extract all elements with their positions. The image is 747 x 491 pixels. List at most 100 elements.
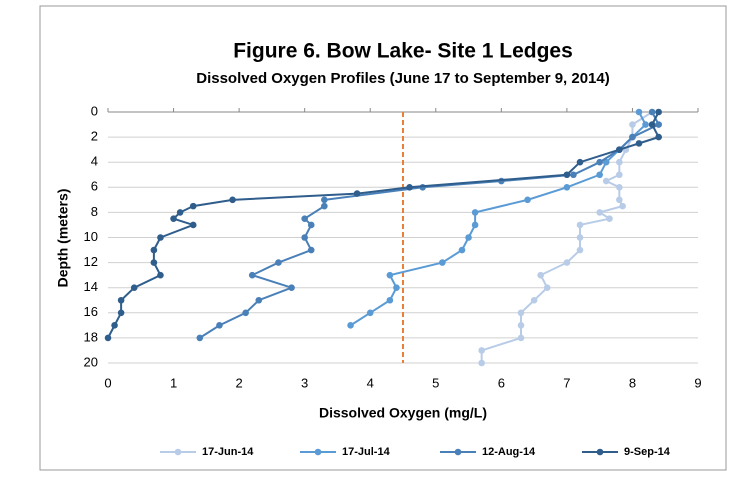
- data-point: [170, 215, 177, 222]
- data-point: [537, 271, 544, 279]
- data-point: [530, 296, 538, 304]
- data-point: [248, 271, 256, 279]
- data-point: [655, 108, 662, 116]
- data-point: [563, 184, 571, 191]
- data-point: [602, 177, 610, 185]
- data-point: [242, 309, 249, 317]
- legend-marker: [174, 448, 182, 456]
- data-point: [517, 334, 525, 342]
- legend-label: 17-Jun-14: [202, 446, 254, 458]
- data-point: [117, 309, 125, 317]
- data-point: [616, 171, 623, 179]
- data-point: [596, 158, 603, 166]
- data-point: [189, 202, 197, 210]
- y-tick-label: 14: [84, 279, 98, 294]
- x-tick-label: 4: [367, 375, 374, 390]
- data-point: [111, 322, 118, 329]
- data-point: [157, 271, 164, 279]
- legend-marker: [314, 448, 322, 456]
- data-point: [386, 271, 394, 279]
- data-point: [576, 158, 584, 166]
- data-point: [321, 196, 328, 204]
- x-tick-label: 0: [104, 375, 111, 390]
- data-point: [616, 146, 623, 153]
- data-point: [524, 196, 531, 204]
- data-point: [563, 259, 571, 266]
- y-tick-label: 10: [84, 229, 98, 244]
- data-point: [648, 121, 656, 128]
- data-point: [576, 221, 584, 229]
- data-point: [478, 359, 485, 367]
- data-point: [288, 284, 295, 292]
- data-point: [635, 108, 643, 116]
- legend-label: 17-Jul-14: [342, 446, 391, 458]
- data-point: [478, 347, 485, 354]
- x-tick-label: 1: [170, 375, 177, 390]
- data-point: [616, 184, 623, 191]
- data-point: [655, 133, 662, 141]
- data-point: [189, 221, 197, 229]
- data-point: [255, 296, 263, 304]
- data-point: [616, 158, 623, 166]
- data-point: [655, 121, 662, 128]
- data-point: [648, 108, 656, 116]
- data-point: [216, 322, 223, 329]
- data-point: [635, 140, 643, 147]
- data-point: [596, 209, 603, 216]
- data-point: [307, 246, 315, 254]
- y-tick-label: 8: [91, 204, 98, 219]
- data-point: [196, 334, 204, 342]
- data-point: [347, 322, 354, 329]
- y-tick-label: 2: [91, 129, 98, 144]
- y-tick-label: 4: [91, 154, 98, 169]
- y-tick-label: 0: [91, 103, 98, 118]
- data-point: [386, 296, 394, 304]
- data-point: [229, 196, 236, 204]
- x-tick-label: 8: [629, 375, 636, 390]
- y-tick-label: 12: [84, 254, 98, 269]
- data-point: [176, 209, 184, 216]
- data-point: [602, 158, 610, 166]
- data-point: [517, 309, 525, 317]
- data-point: [275, 259, 282, 266]
- data-point: [301, 215, 308, 222]
- data-point: [157, 234, 164, 241]
- x-tick-label: 2: [235, 375, 242, 390]
- data-point: [307, 221, 315, 229]
- data-point: [150, 259, 158, 266]
- data-point: [150, 246, 158, 254]
- legend-label: 9-Sep-14: [624, 446, 671, 458]
- legend-marker: [596, 448, 604, 456]
- data-point: [563, 171, 571, 179]
- data-point: [596, 171, 603, 179]
- x-tick-label: 5: [432, 375, 439, 390]
- data-point: [629, 133, 636, 141]
- data-point: [321, 202, 328, 210]
- data-point: [465, 234, 472, 241]
- data-point: [406, 184, 413, 191]
- data-point: [619, 202, 626, 210]
- y-tick-label: 18: [84, 329, 98, 344]
- data-point: [576, 234, 584, 241]
- data-point: [576, 246, 584, 254]
- data-point: [301, 234, 308, 241]
- x-tick-label: 7: [563, 375, 570, 390]
- data-point: [458, 246, 466, 254]
- chart-title: Figure 6. Bow Lake- Site 1 Ledges: [233, 40, 573, 63]
- y-axis-label: Depth (meters): [55, 189, 71, 288]
- legend-marker: [454, 448, 462, 456]
- chart-subtitle: Dissolved Oxygen Profiles (June 17 to Se…: [196, 70, 610, 87]
- data-point: [104, 334, 112, 342]
- data-point: [393, 284, 400, 292]
- y-tick-label: 16: [84, 304, 98, 319]
- data-point: [439, 259, 446, 266]
- data-point: [570, 171, 577, 179]
- data-point: [117, 296, 125, 304]
- x-tick-label: 9: [694, 375, 701, 390]
- data-point: [471, 221, 479, 229]
- x-tick-label: 6: [498, 375, 505, 390]
- data-point: [606, 215, 613, 222]
- y-tick-label: 6: [91, 179, 98, 194]
- y-tick-label: 20: [84, 354, 98, 369]
